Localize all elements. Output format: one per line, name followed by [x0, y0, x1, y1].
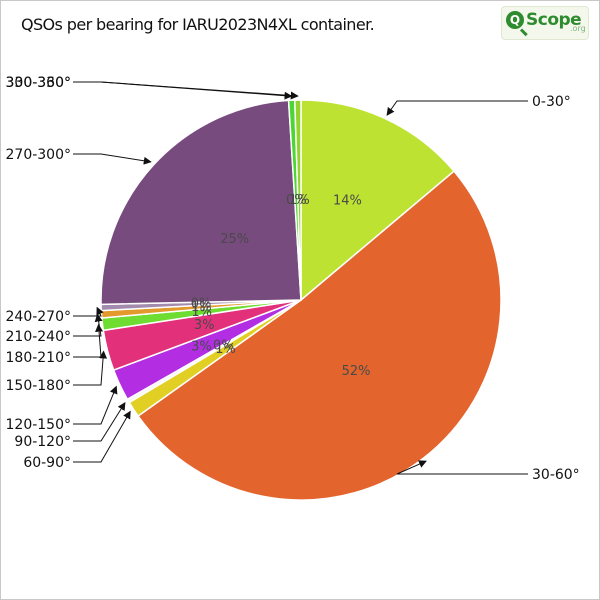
callout-label: 90-120°: [14, 434, 71, 450]
callout-leader-line: [73, 81, 293, 100]
callout-label: 270-300°: [6, 147, 72, 163]
callout-210-240: 210-240°: [6, 313, 103, 345]
slice-percent-label: 1%: [215, 342, 236, 357]
callout-label: 240-270°: [6, 309, 72, 325]
callout-240-270: 240-270°: [6, 306, 104, 325]
callout-leader-line: [73, 81, 299, 100]
callout-180-210: 180-210°: [6, 323, 104, 366]
slice-percent-label: 0%: [191, 297, 212, 312]
slice-percent-labels: 14%52%1%0%3%3%1%1%0%25%0%1%: [191, 193, 371, 379]
logo-suffix: .org: [570, 24, 586, 33]
callout-label: 30-60°: [532, 467, 580, 483]
callout-leader-line: [73, 402, 126, 442]
callout-150-180: 150-180°: [6, 350, 108, 394]
callout-label: 60-90°: [23, 455, 71, 471]
callout-label: 150-180°: [6, 378, 72, 394]
callout-leader-line: [396, 460, 528, 475]
slice-percent-label: 1%: [191, 305, 212, 320]
slice-percent-label: 1%: [191, 300, 212, 315]
callout-leader-line: [73, 410, 131, 463]
slice-percent-label: 3%: [194, 318, 215, 333]
logo-magnifier-icon: Q: [506, 11, 524, 29]
slice-percent-label: 14%: [333, 193, 362, 208]
callout-leader-line: [73, 385, 118, 425]
callout-270-300: 270-300°: [6, 147, 152, 165]
callout-label: 120-150°: [6, 417, 72, 433]
callout-90-120: 90-120°: [14, 402, 126, 450]
callout-leader-line: [73, 350, 108, 386]
callout-label: 300-330°: [6, 75, 72, 91]
slice-callouts: 0-30° 30-60° 60-90° 90-120°120-150° 150-180°…: [6, 75, 580, 483]
callout-0-30: 0-30°: [386, 94, 571, 116]
slice-percent-label: 25%: [220, 232, 249, 247]
callout-30-60: 30-60°: [396, 460, 580, 483]
logo-wordmark: Scope: [526, 10, 582, 30]
qscope-logo: Q Scope .org: [501, 6, 589, 40]
slice-percent-label: 3%: [191, 340, 212, 355]
callout-label: 0-30°: [532, 94, 571, 110]
callout-label: 330-360°: [6, 75, 72, 91]
callout-330-360: 330-360°: [6, 75, 299, 100]
pie-slice-270-300: [100, 99, 302, 306]
chart-title: QSOs per bearing for IARU2023N4XL contai…: [21, 15, 375, 34]
callout-leader-line: [73, 306, 104, 317]
callout-label: 180-210°: [6, 350, 72, 366]
callout-leader-line: [73, 313, 103, 337]
pie-slice-330-360: [294, 99, 302, 301]
pie-slice-0-30: [300, 99, 456, 302]
pie-slice-30-60: [137, 170, 502, 501]
callout-leader-line: [386, 100, 528, 116]
callout-leader-line: [73, 153, 152, 165]
slice-percent-label: 52%: [342, 364, 371, 379]
pie-slices: [100, 99, 502, 501]
slice-percent-label: 0%: [286, 193, 307, 208]
slice-percent-label: 1%: [289, 193, 310, 208]
slice-percent-label: 0%: [213, 338, 234, 353]
callout-120-150: 120-150°: [6, 385, 118, 433]
callout-leader-line: [73, 323, 104, 358]
callout-60-90: 60-90°: [23, 410, 131, 471]
callout-label: 210-240°: [6, 329, 72, 345]
